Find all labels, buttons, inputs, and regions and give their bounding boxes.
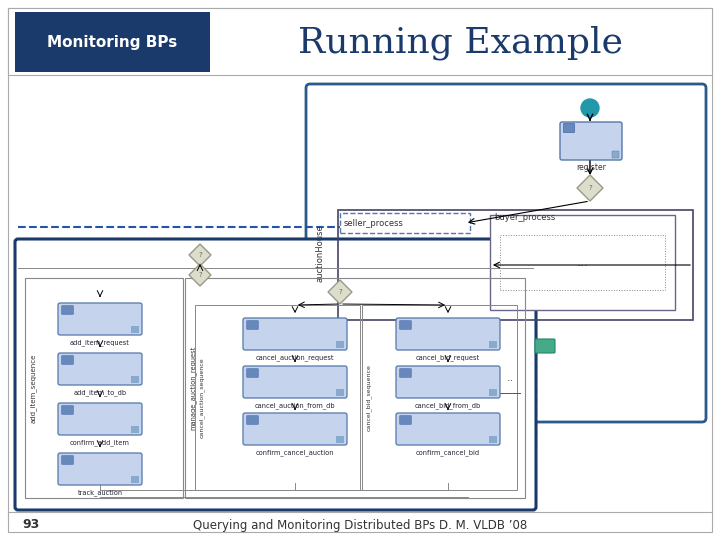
- Circle shape: [581, 99, 599, 117]
- Text: confirm_add_item: confirm_add_item: [70, 440, 130, 447]
- Text: confirm_cancel_auction: confirm_cancel_auction: [256, 450, 334, 456]
- Text: confirm_cancel_bid: confirm_cancel_bid: [416, 450, 480, 456]
- Text: ?: ?: [588, 185, 592, 191]
- FancyBboxPatch shape: [396, 366, 500, 398]
- Text: cancel_bid_from_db: cancel_bid_from_db: [415, 403, 481, 409]
- Text: 93: 93: [22, 518, 40, 531]
- FancyBboxPatch shape: [58, 403, 142, 435]
- Text: ..: ..: [506, 373, 513, 383]
- FancyBboxPatch shape: [62, 306, 73, 314]
- Bar: [490, 215, 675, 310]
- Bar: [340, 213, 470, 233]
- Bar: [131, 376, 139, 383]
- Bar: [612, 151, 619, 158]
- Bar: [362, 305, 517, 490]
- Text: buyer_process: buyer_process: [494, 213, 555, 222]
- Bar: [489, 436, 497, 443]
- Bar: [131, 476, 139, 483]
- FancyBboxPatch shape: [247, 369, 258, 377]
- Bar: [195, 305, 360, 490]
- Text: cancel_auction_sequence: cancel_auction_sequence: [199, 357, 205, 438]
- Polygon shape: [189, 244, 211, 266]
- Text: cancel_bid_sequence: cancel_bid_sequence: [366, 364, 372, 431]
- FancyBboxPatch shape: [247, 416, 258, 424]
- Text: ...: ...: [577, 256, 588, 269]
- FancyBboxPatch shape: [62, 356, 73, 364]
- FancyBboxPatch shape: [58, 453, 142, 485]
- FancyBboxPatch shape: [396, 413, 500, 445]
- FancyBboxPatch shape: [400, 321, 411, 329]
- Bar: [131, 426, 139, 433]
- Text: register: register: [576, 164, 606, 172]
- Text: manage_auction_request: manage_auction_request: [189, 346, 197, 430]
- FancyBboxPatch shape: [400, 369, 411, 377]
- Bar: [489, 389, 497, 396]
- FancyBboxPatch shape: [247, 321, 258, 329]
- Text: Monitoring BPs: Monitoring BPs: [47, 35, 177, 50]
- Text: cancel_bid_request: cancel_bid_request: [416, 355, 480, 361]
- Text: seller_process: seller_process: [344, 219, 404, 227]
- Bar: [185, 278, 525, 498]
- Text: ?: ?: [338, 289, 342, 295]
- Text: ?: ?: [198, 252, 202, 258]
- FancyBboxPatch shape: [396, 318, 500, 350]
- Text: auctionHouse: auctionHouse: [315, 224, 325, 282]
- Bar: [131, 326, 139, 333]
- Text: cancel_auction_from_db: cancel_auction_from_db: [255, 403, 336, 409]
- FancyBboxPatch shape: [560, 122, 622, 160]
- Bar: [336, 436, 344, 443]
- Polygon shape: [189, 264, 211, 286]
- Polygon shape: [577, 175, 603, 201]
- Text: Running Example: Running Example: [297, 26, 623, 60]
- Text: ?: ?: [198, 272, 202, 278]
- Text: add_item_request: add_item_request: [70, 340, 130, 346]
- Bar: [500, 235, 665, 290]
- FancyBboxPatch shape: [400, 416, 411, 424]
- FancyBboxPatch shape: [62, 406, 73, 414]
- Bar: [8, 8, 712, 75]
- FancyBboxPatch shape: [15, 239, 536, 510]
- FancyBboxPatch shape: [58, 303, 142, 335]
- FancyBboxPatch shape: [243, 366, 347, 398]
- FancyBboxPatch shape: [62, 456, 73, 464]
- Text: cancel_auction_request: cancel_auction_request: [256, 355, 334, 361]
- FancyBboxPatch shape: [243, 413, 347, 445]
- Text: add_item_sequence: add_item_sequence: [30, 353, 37, 423]
- Bar: [25, 278, 183, 498]
- FancyBboxPatch shape: [535, 339, 555, 353]
- FancyBboxPatch shape: [243, 318, 347, 350]
- Text: track_auction: track_auction: [78, 490, 122, 496]
- Bar: [489, 341, 497, 348]
- Bar: [336, 389, 344, 396]
- Bar: [336, 341, 344, 348]
- Text: add_item_to_db: add_item_to_db: [73, 390, 127, 396]
- Text: Querying and Monitoring Distributed BPs D. M. VLDB ’08: Querying and Monitoring Distributed BPs …: [193, 518, 527, 531]
- FancyBboxPatch shape: [58, 353, 142, 385]
- Polygon shape: [328, 280, 352, 304]
- FancyBboxPatch shape: [564, 124, 575, 132]
- Bar: [338, 210, 693, 320]
- FancyBboxPatch shape: [306, 84, 706, 422]
- Bar: [15, 12, 210, 72]
